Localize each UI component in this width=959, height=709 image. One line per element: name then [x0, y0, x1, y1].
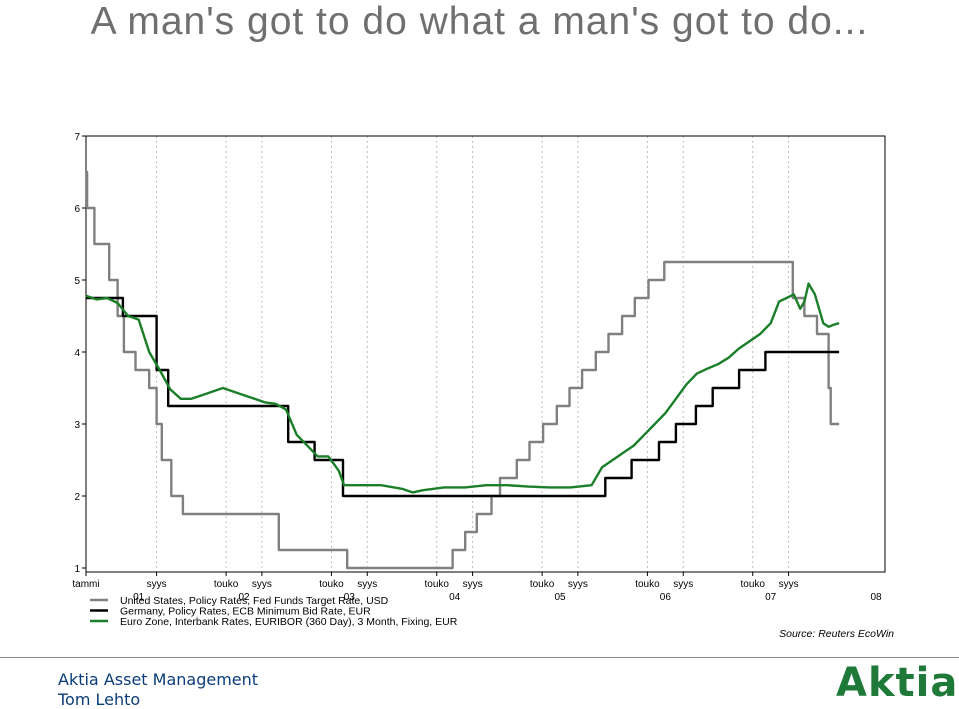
x-tick-label-year: 05 [554, 592, 566, 603]
y-tick-label: 2 [74, 492, 80, 503]
x-tick-label-year: 07 [765, 592, 777, 603]
y-tick-label: 3 [74, 420, 80, 431]
x-tick-label-month: tammi [72, 579, 99, 590]
x-tick-label-month: touko [530, 579, 555, 590]
source-note: Source: Reuters EcoWin [779, 628, 894, 640]
y-tick-label: 1 [74, 564, 80, 575]
chart-series [85, 170, 840, 570]
y-tick-label: 7 [74, 132, 80, 143]
x-tick-label-month: syys [357, 579, 377, 590]
footer-company: Aktia Asset Management [58, 670, 259, 689]
x-tick-label-month: touko [635, 579, 660, 590]
x-tick-label-year: 04 [449, 592, 461, 603]
chart-legend: United States, Policy Rates, Fed Funds T… [90, 595, 458, 628]
plot-frame [85, 135, 886, 573]
x-tick-label-month: syys [673, 579, 693, 590]
series-line-ecb-min-bid [86, 296, 840, 498]
x-tick-label-year: 02 [238, 592, 250, 603]
series-line-euribor-3m [85, 282, 840, 494]
x-tick-label-year: 03 [344, 592, 356, 603]
footer-divider [0, 657, 959, 658]
y-tick-label: 6 [74, 204, 80, 215]
y-tick-label: 4 [74, 348, 80, 359]
x-tick-label-month: syys [252, 579, 272, 590]
x-tick-label-year: 06 [660, 592, 672, 603]
y-tick-label: 5 [74, 276, 80, 287]
x-tick-label-month: syys [568, 579, 588, 590]
x-tick-label-month: touko [741, 579, 766, 590]
x-tick-label-month: touko [214, 579, 239, 590]
legend-label: Euro Zone, Interbank Rates, EURIBOR (360… [120, 616, 458, 628]
footer-author: Tom Lehto [58, 690, 141, 709]
x-tick-label-month: syys [779, 579, 799, 590]
legend-label: United States, Policy Rates, Fed Funds T… [120, 595, 389, 607]
x-tick-label-year: 01 [133, 592, 145, 603]
legend-label: Germany, Policy Rates, ECB Minimum Bid R… [120, 606, 371, 618]
x-axis-ticks: tammi syys touko syys touko syys touko syys touk… [72, 572, 882, 603]
chart-grid [85, 136, 790, 572]
series-line-us-fed-funds [85, 170, 840, 570]
aktia-logo: Aktia [836, 660, 959, 706]
x-tick-label-month: syys [147, 579, 167, 590]
x-tick-label-month: touko [425, 579, 450, 590]
slide-title: A man's got to do what a man's got to do… [90, 0, 869, 43]
rates-chart: 1 2 3 4 5 6 7 tammi syys touko syys touko syys touko… [72, 132, 894, 640]
y-axis-ticks: 1 2 3 4 5 6 7 [74, 132, 86, 575]
x-tick-label-year: 08 [870, 592, 882, 603]
x-tick-label-month: touko [319, 579, 344, 590]
x-tick-label-month: syys [463, 579, 483, 590]
